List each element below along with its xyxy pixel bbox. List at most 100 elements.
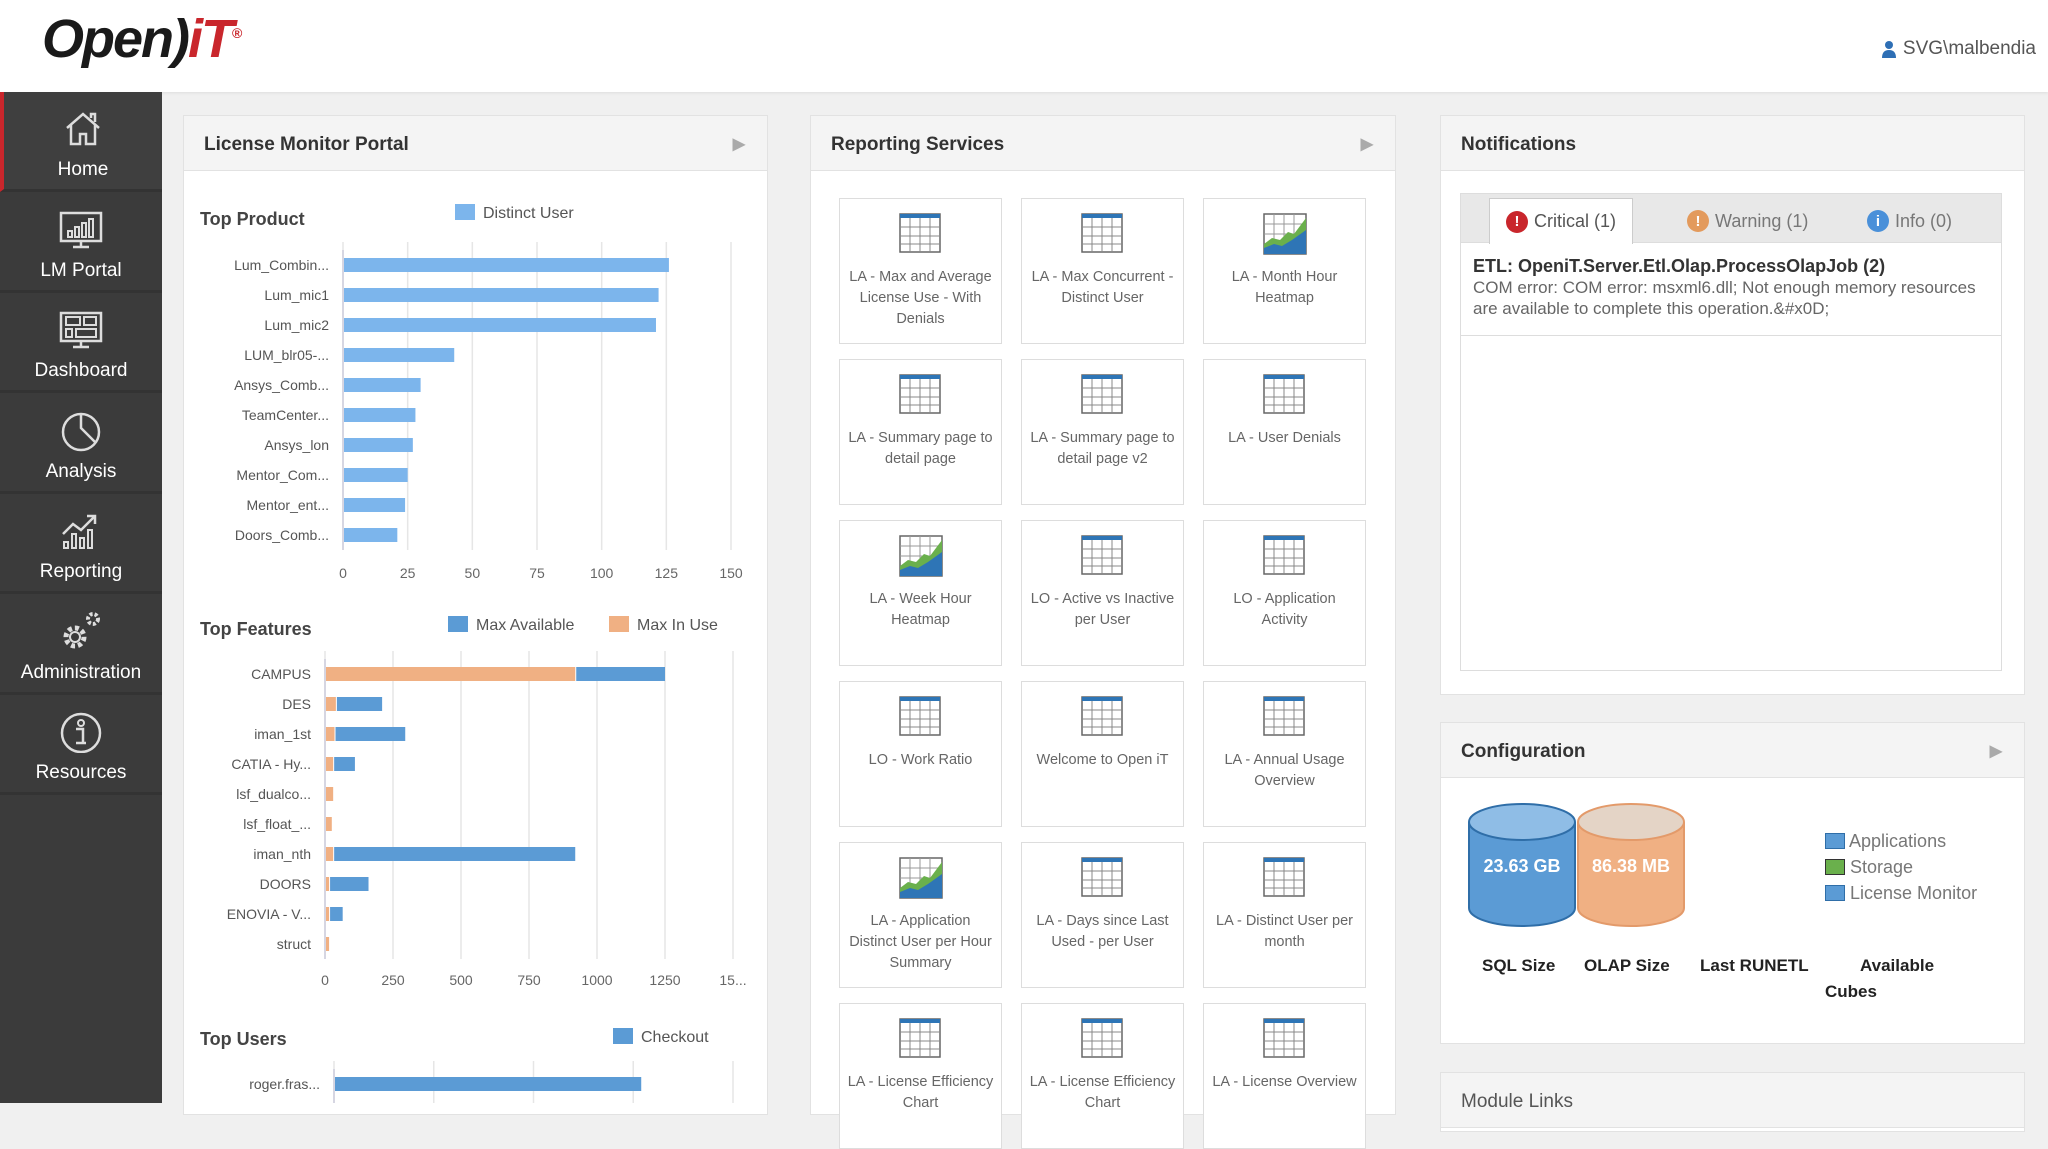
sql-size-label: SQL Size [1482,956,1556,975]
lm-portal-panel: License Monitor Portal ▶ [183,115,768,1115]
tab-info[interactable]: i Info (0) [1851,198,1968,244]
bar-distinct-user [344,318,656,332]
monitor-chart-icon [59,211,103,248]
report-tile[interactable]: LA - Max Concurrent - Distinct User [1021,198,1184,344]
bar-checkout [335,1077,642,1091]
area-chart-icon [898,857,943,899]
table-icon [1080,213,1123,253]
y-tick-label: CATIA - Hy... [231,756,311,772]
report-tile-label: LA - License Efficiency Chart [1029,1074,1176,1111]
report-tile[interactable]: LO - Work Ratio [839,681,1002,827]
report-tile[interactable]: Welcome to Open iT [1021,681,1184,827]
dashboard-icon [59,311,103,349]
legend-swatch [1825,859,1845,875]
last-runetl-label: Last RUNETL [1700,956,1809,975]
header: Open)iT® SVG\malbendia [0,0,2048,92]
user-menu[interactable]: SVG\malbendia [1881,38,2036,60]
legend-swatch [448,616,468,632]
report-tile-label: LA - Max Concurrent - Distinct User [1031,269,1174,306]
bar-distinct-user [344,378,421,392]
trend-chart-icon [62,514,97,549]
legend-label: License Monitor [1850,883,1978,903]
bar-max-in-use [326,907,330,921]
legend-swatch [1825,833,1845,849]
report-tile-label: LA - License Overview [1212,1074,1357,1090]
available-label: Available [1860,956,1935,975]
report-tile-label: LA - Week Hour Heatmap [869,591,972,628]
olap-cylinder [1577,803,1685,927]
sidebar-item-reporting[interactable]: Reporting [0,494,162,594]
table-icon [1262,535,1305,575]
sidebar-item-home[interactable]: Home [0,92,162,192]
expand-arrow-icon[interactable]: ▶ [732,136,745,153]
notification-title: ETL: OpeniT.Server.Etl.Olap.ProcessOlapJ… [1473,256,1886,276]
table-icon [1080,696,1123,736]
report-tile[interactable]: LA - User Denials [1203,359,1366,505]
report-tile-label: LA - Distinct User per month [1216,913,1353,950]
y-tick-label: Ansys_Comb... [234,377,329,393]
chart-title: Top Features [200,619,312,639]
report-tile[interactable]: LA - License Efficiency Chart [1021,1003,1184,1149]
panel-header: License Monitor Portal ▶ [184,116,767,171]
lm-charts: Top Product Distinct User 0 25 50 75 100 125 150… [200,204,747,1103]
legend-applications: Applications [1825,828,1977,854]
legend-swatch [1825,885,1845,901]
expand-arrow-icon[interactable]: ▶ [1989,743,2002,760]
bar-distinct-user [344,348,455,362]
bar-max-in-use [326,847,334,861]
expand-arrow-icon[interactable]: ▶ [1360,136,1373,153]
report-tile-label: LA - Application Distinct User per Hour … [849,913,992,971]
bar-max-in-use [326,877,330,891]
bar-distinct-user [344,528,398,542]
bar-distinct-user [344,258,669,272]
bar-max-in-use [326,697,336,711]
y-tick-label: roger.fras... [249,1076,320,1092]
y-tick-label: DES [282,696,311,712]
x-tick-label: 75 [529,565,545,581]
sql-size-value: 23.63 GB [1483,856,1561,876]
tab-warning[interactable]: ! Warning (1) [1671,198,1824,244]
warning-icon: ! [1687,210,1709,232]
x-tick-label: 125 [655,565,679,581]
tab-critical[interactable]: ! Critical (1) [1489,198,1634,244]
y-tick-label: Lum_mic1 [264,287,329,303]
sidebar-item-analysis[interactable]: Analysis [0,394,162,494]
bar-max-in-use [326,817,332,831]
report-tile[interactable]: LA - Month Hour Heatmap [1203,198,1366,344]
report-tile[interactable]: LA - Days since Last Used - per User [1021,842,1184,988]
report-tile[interactable]: LA - Summary page to detail page [839,359,1002,505]
report-tile[interactable]: LO - Active vs Inactive per User [1021,520,1184,666]
bar-max-available [336,697,383,711]
x-tick-label: 25 [400,565,416,581]
report-tile[interactable]: LO - Application Activity [1203,520,1366,666]
report-tile[interactable]: LA - Week Hour Heatmap [839,520,1002,666]
sidebar-item-lm-portal[interactable]: LM Portal [0,193,162,293]
y-tick-label: struct [277,936,311,952]
report-tile-label: Welcome to Open iT [1036,752,1169,768]
x-tick-label: 0 [339,565,347,581]
report-tile[interactable]: LA - Distinct User per month [1203,842,1366,988]
bar-distinct-user [344,408,416,422]
report-tile[interactable]: LA - Summary page to detail page v2 [1021,359,1184,505]
bar-distinct-user [344,438,413,452]
report-tile[interactable]: LA - License Overview [1203,1003,1366,1149]
y-tick-label: TeamCenter... [242,407,329,423]
table-icon [1080,374,1123,414]
panel-title: Notifications [1461,134,1577,155]
report-tile[interactable]: LA - Annual Usage Overview [1203,681,1366,827]
report-tile[interactable]: LA - License Efficiency Chart [839,1003,1002,1149]
report-tile[interactable]: LA - Application Distinct User per Hour … [839,842,1002,988]
y-tick-label: iman_1st [254,726,311,742]
y-tick-label: ENOVIA - V... [227,906,311,922]
notification-item[interactable]: ETL: OpeniT.Server.Etl.Olap.ProcessOlapJ… [1461,244,2001,336]
bar-distinct-user [344,468,408,482]
sidebar-item-resources[interactable]: Resources [0,695,162,795]
sidebar-item-dashboard[interactable]: Dashboard [0,293,162,393]
x-tick-label: 50 [465,565,481,581]
sidebar-item-label: Reporting [39,561,123,582]
report-tile[interactable]: LA - Max and Average License Use - With … [839,198,1002,344]
sidebar-item-administration[interactable]: Administration [0,595,162,695]
openit-logo[interactable]: Open)iT® [42,9,242,69]
report-tile-label: LA - Summary page to detail page v2 [1030,430,1175,467]
notification-body: COM error: COM error: msxml6.dll; Not en… [1473,278,1976,318]
